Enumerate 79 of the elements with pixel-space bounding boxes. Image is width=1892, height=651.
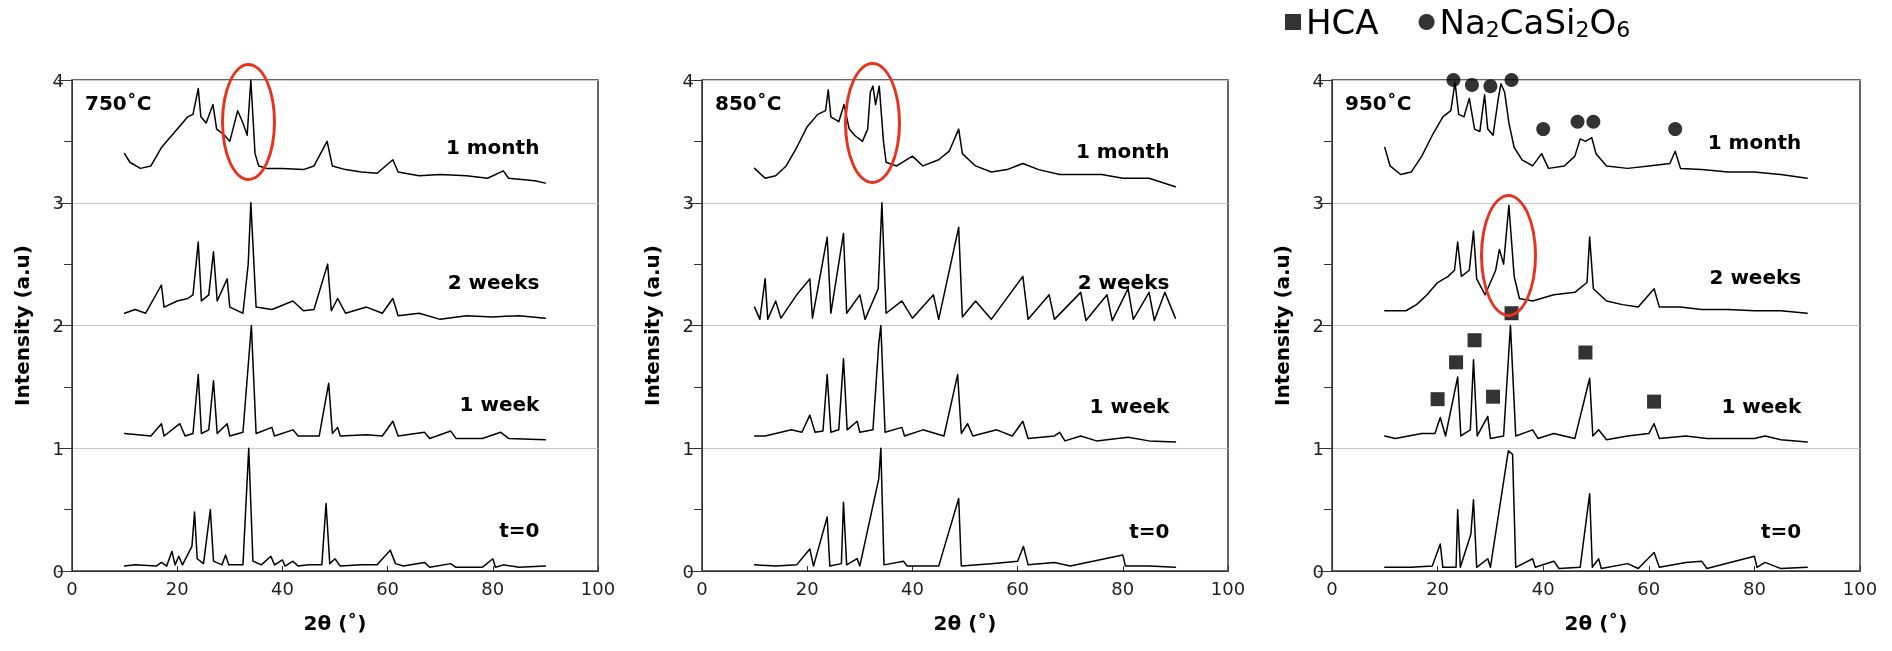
point xyxy=(1446,73,1461,87)
point xyxy=(1570,114,1585,129)
point xyxy=(1668,122,1683,137)
line-series xyxy=(1384,324,1808,443)
x-tick-label: 80 xyxy=(1111,577,1135,599)
point xyxy=(1449,355,1464,370)
series-label: 1 month xyxy=(1075,138,1170,163)
series-label: t=0 xyxy=(499,518,540,543)
point xyxy=(1578,345,1593,360)
x-tick-label: 80 xyxy=(1742,577,1766,599)
legend-label: HCA xyxy=(1306,2,1379,42)
line-series xyxy=(1384,449,1808,570)
point xyxy=(1464,77,1479,92)
point xyxy=(1536,122,1551,137)
x-tick-label: 60 xyxy=(1006,577,1030,599)
y-tick-label: 4 xyxy=(52,69,64,91)
point xyxy=(1486,389,1501,404)
series-label: 1 month xyxy=(1707,130,1802,155)
series-label: 2 weeks xyxy=(1709,265,1802,290)
x-tick-label: 80 xyxy=(481,577,505,599)
x-tick-label: 40 xyxy=(1531,577,1555,599)
y-axis-title: Intensity (a.u) xyxy=(640,245,664,406)
x-axis-title: 2θ (˚) xyxy=(1564,611,1628,635)
y-axis-title: Intensity (a.u) xyxy=(10,245,34,406)
y-tick-label: 1 xyxy=(52,437,64,459)
x-axis-title: 2θ (˚) xyxy=(303,611,367,635)
legend-label: Na2CaSi2O6 xyxy=(1439,2,1631,42)
series-label: 2 weeks xyxy=(1077,270,1170,295)
text: 950˚C xyxy=(1345,91,1412,115)
point xyxy=(1586,114,1601,129)
x-tick-label: 100 xyxy=(1842,577,1878,599)
series-label: 1 week xyxy=(1721,394,1802,419)
x-tick-label: 0 xyxy=(66,577,78,599)
y-tick-label: 4 xyxy=(1312,69,1324,91)
y-tick-label: 0 xyxy=(1312,560,1324,582)
line-series xyxy=(123,447,547,569)
point xyxy=(1647,394,1662,409)
point xyxy=(1504,73,1519,87)
x-tick-label: 0 xyxy=(696,577,708,599)
x-tick-label: 20 xyxy=(1426,577,1450,599)
line-series xyxy=(1384,204,1808,314)
x-tick-label: 0 xyxy=(1326,577,1338,599)
y-tick-label: 0 xyxy=(52,560,64,582)
line-series xyxy=(753,324,1177,443)
series-label: 1 week xyxy=(459,391,541,416)
series-label: t=0 xyxy=(1129,519,1170,544)
point xyxy=(1467,333,1482,348)
y-tick-label: 4 xyxy=(682,69,694,91)
x-tick-label: 60 xyxy=(376,577,400,599)
point xyxy=(1430,392,1445,407)
y-tick-label: 2 xyxy=(1312,315,1324,336)
x-tick-label: 40 xyxy=(270,577,294,599)
y-tick-label: 3 xyxy=(682,192,694,214)
x-tick-label: 60 xyxy=(1637,577,1661,599)
text: 750˚C xyxy=(85,91,152,115)
y-tick-label: 2 xyxy=(682,315,694,336)
line-series xyxy=(753,447,1177,569)
series-label: t=0 xyxy=(1760,519,1802,544)
x-axis-title: 2θ (˚) xyxy=(933,611,997,635)
y-tick-label: 3 xyxy=(1312,192,1324,214)
y-tick-label: 2 xyxy=(52,315,64,336)
point xyxy=(1483,79,1498,94)
x-tick-label: 20 xyxy=(795,577,819,599)
x-tick-label: 20 xyxy=(165,577,189,599)
x-tick-label: 100 xyxy=(580,577,616,599)
series-label: 1 week xyxy=(1089,394,1171,419)
x-tick-label: 100 xyxy=(1210,577,1246,599)
series-label: 1 month xyxy=(445,135,540,160)
series-label: 2 weeks xyxy=(447,270,540,295)
y-axis-title: Intensity (a.u) xyxy=(1270,245,1294,406)
y-tick-label: 3 xyxy=(52,192,64,214)
x-tick-label: 40 xyxy=(900,577,924,599)
y-tick-label: 0 xyxy=(682,560,694,582)
line-series xyxy=(123,202,547,321)
y-tick-label: 1 xyxy=(682,437,694,459)
line-series xyxy=(123,324,547,441)
y-tick-label: 1 xyxy=(1312,437,1324,459)
line-series xyxy=(753,202,1177,322)
text: 850˚C xyxy=(715,91,782,115)
